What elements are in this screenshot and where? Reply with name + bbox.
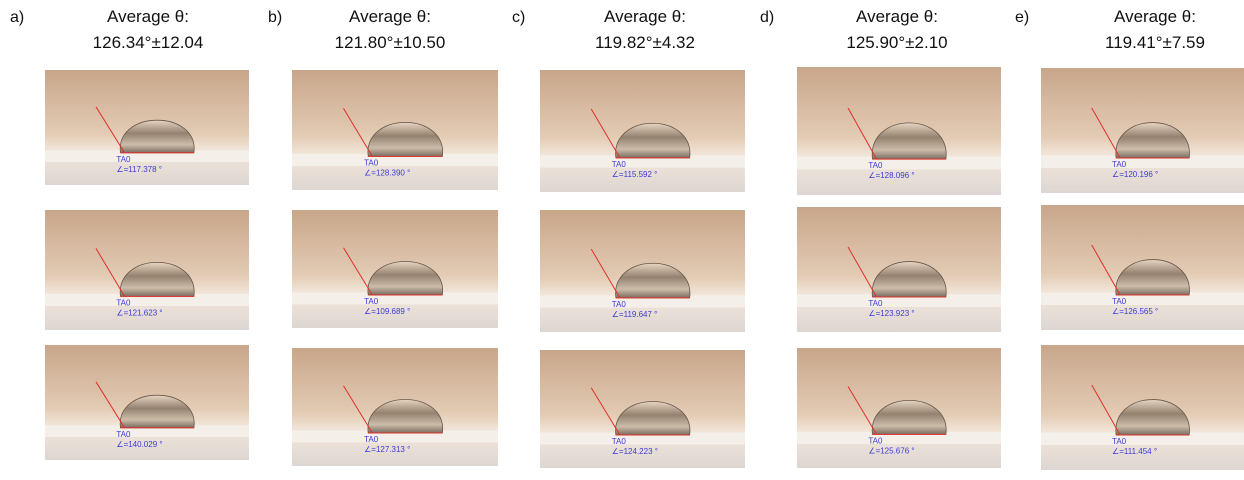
- tag: TA0: [1112, 297, 1127, 306]
- angle: ∠=115.592 °: [612, 170, 658, 179]
- tag: TA0: [612, 300, 627, 309]
- angle: ∠=140.029 °: [116, 440, 162, 449]
- tag: TA0: [116, 298, 131, 307]
- tag: TA0: [868, 436, 883, 445]
- droplet-photo: TA0∠=111.454 °: [1041, 345, 1244, 470]
- panel-label: a): [10, 9, 24, 26]
- angle: ∠=123.923 °: [868, 309, 914, 318]
- panel-title: Average θ:: [856, 7, 938, 26]
- angle: ∠=119.647 °: [612, 310, 658, 319]
- droplet-photo: TA0∠=125.676 °: [797, 348, 1001, 468]
- tag: TA0: [612, 160, 627, 169]
- panel-label: b): [268, 9, 282, 26]
- panel-label: e): [1015, 9, 1029, 26]
- figure: a)Average θ:126.34°±12.04TA0∠=117.378 °T…: [0, 0, 1244, 480]
- tag: TA0: [116, 430, 131, 439]
- angle: ∠=121.623 °: [116, 308, 162, 317]
- droplet-photo: TA0∠=123.923 °: [797, 207, 1001, 332]
- angle: ∠=109.689 °: [364, 307, 410, 316]
- angle: ∠=124.223 °: [612, 447, 658, 456]
- panel-label: c): [512, 9, 525, 26]
- droplet-photo: TA0∠=128.390 °: [292, 70, 498, 190]
- tag: TA0: [612, 437, 627, 446]
- panel-title: Average θ:: [604, 7, 686, 26]
- tag: TA0: [364, 297, 379, 306]
- tag: TA0: [116, 155, 131, 164]
- droplet-photo: TA0∠=126.565 °: [1041, 205, 1244, 330]
- tag: TA0: [868, 299, 883, 308]
- panel-label: d): [760, 9, 774, 26]
- angle: ∠=125.676 °: [868, 446, 914, 455]
- droplet-photo: TA0∠=121.623 °: [45, 210, 249, 330]
- droplet-photo: TA0∠=119.647 °: [540, 210, 745, 332]
- angle: ∠=120.196 °: [1112, 170, 1158, 179]
- angle: ∠=128.390 °: [364, 168, 410, 177]
- tag: TA0: [364, 435, 379, 444]
- droplet-photo: TA0∠=109.689 °: [292, 210, 498, 328]
- tag: TA0: [364, 158, 379, 167]
- tag: TA0: [868, 161, 883, 170]
- panel-value: 119.82°±4.32: [595, 33, 695, 52]
- angle: ∠=127.313 °: [364, 445, 410, 454]
- panel-value: 125.90°±2.10: [846, 33, 947, 52]
- angle: ∠=128.096 °: [868, 171, 914, 180]
- tag: TA0: [1112, 437, 1127, 446]
- droplet-photo: TA0∠=140.029 °: [45, 345, 249, 460]
- panel-value: 121.80°±10.50: [335, 33, 446, 52]
- tag: TA0: [1112, 160, 1127, 169]
- droplet-photo: TA0∠=127.313 °: [292, 348, 498, 466]
- panel-value: 119.41°±7.59: [1105, 33, 1205, 52]
- droplet-photo: TA0∠=128.096 °: [797, 67, 1001, 195]
- angle: ∠=111.454 °: [1112, 447, 1157, 456]
- panel-title: Average θ:: [1114, 7, 1196, 26]
- panel-value: 126.34°±12.04: [93, 33, 204, 52]
- panel-title: Average θ:: [349, 7, 431, 26]
- droplet-photo: TA0∠=124.223 °: [540, 350, 745, 468]
- angle: ∠=126.565 °: [1112, 307, 1158, 316]
- droplet-photo: TA0∠=117.378 °: [45, 70, 249, 185]
- angle: ∠=117.378 °: [116, 165, 162, 174]
- droplet-photo: TA0∠=115.592 °: [540, 70, 745, 192]
- panel-title: Average θ:: [107, 7, 189, 26]
- droplet-photo: TA0∠=120.196 °: [1041, 68, 1244, 193]
